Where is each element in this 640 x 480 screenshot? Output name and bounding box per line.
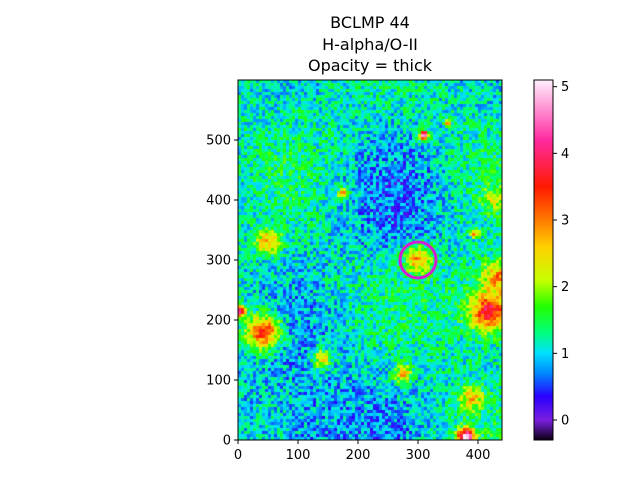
marker-circle [398, 240, 438, 280]
colorbar-tick-label: 5 [561, 80, 569, 95]
y-tick-label: 100 [206, 374, 231, 389]
colorbar-tick-label: 0 [561, 414, 569, 429]
x-tick-label: 300 [406, 448, 431, 463]
x-tick-label: 0 [234, 448, 242, 463]
colorbar: 0 1 2 3 4 5 [533, 79, 569, 441]
x-tick-label: 400 [466, 448, 491, 463]
y-tick-label: 300 [206, 254, 231, 269]
title-line-2: H-alpha/O-II [322, 35, 418, 54]
y-tick-label: 500 [206, 134, 231, 149]
chart-title: BCLMP 44 H-alpha/O-II Opacity = thick [308, 13, 433, 75]
colorbar-tick-label: 2 [561, 280, 569, 295]
heatmap-plot [237, 79, 503, 441]
title-line-3: Opacity = thick [308, 56, 433, 75]
colorbar-tick-label: 4 [561, 147, 569, 162]
heatmap-image [238, 80, 502, 440]
title-line-1: BCLMP 44 [330, 13, 410, 32]
x-tick-label: 200 [346, 448, 371, 463]
colorbar-tick-label: 3 [561, 214, 569, 229]
y-tick-label: 0 [223, 434, 231, 449]
y-tick-label: 200 [206, 314, 231, 329]
x-tick-label: 100 [286, 448, 311, 463]
x-axis: 0 100 200 300 400 [234, 440, 491, 463]
colorbar-tick-label: 1 [561, 347, 569, 362]
y-tick-label: 400 [206, 194, 231, 209]
colorbar-gradient [533, 79, 554, 441]
y-axis: 0 100 200 300 400 500 [206, 134, 238, 449]
